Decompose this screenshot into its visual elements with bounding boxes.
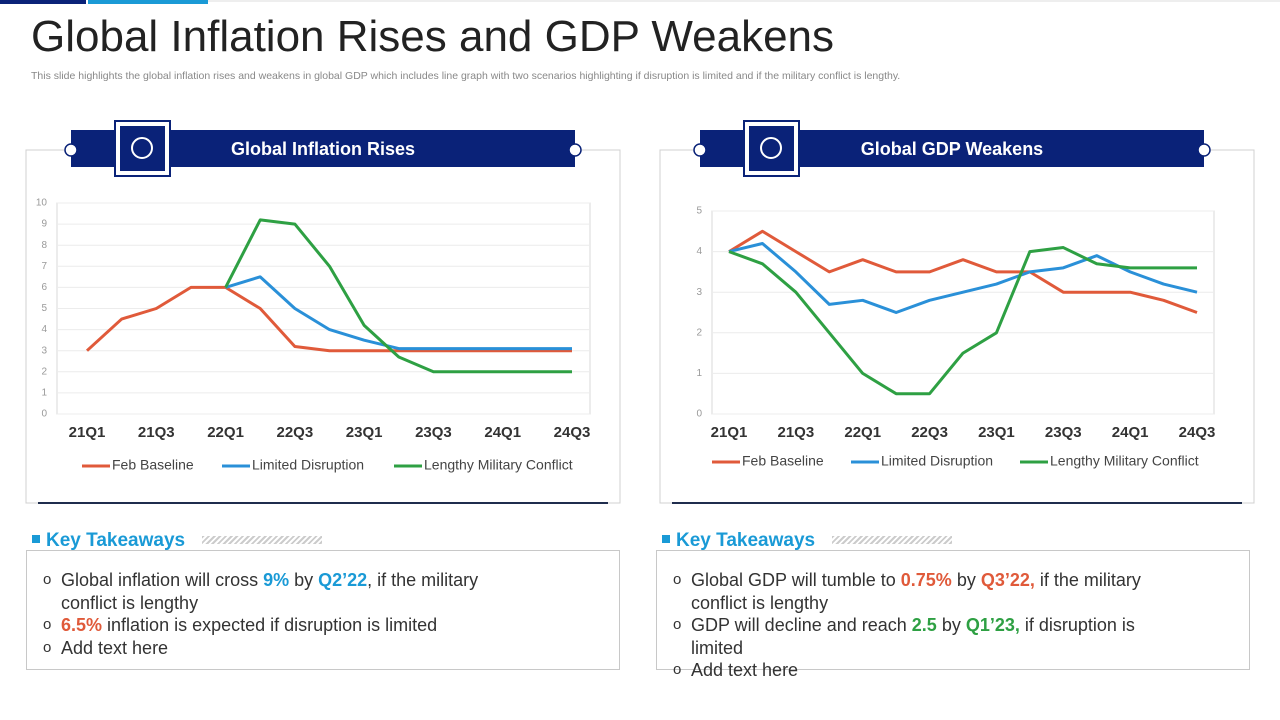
legend-label: Feb Baseline xyxy=(112,457,194,473)
y-tick-label: 3 xyxy=(41,345,47,356)
takeaways-heading: Key Takeaways xyxy=(676,530,816,551)
x-tick-label: 24Q3 xyxy=(554,424,591,441)
x-tick-label: 23Q3 xyxy=(1045,424,1082,441)
panel xyxy=(659,149,1255,504)
slide-subtitle: This slide highlights the global inflati… xyxy=(31,70,901,82)
banner-dot xyxy=(64,143,78,157)
legend-label: Lengthy Military Conflict xyxy=(424,457,573,473)
legend-label: Limited Disruption xyxy=(881,453,993,469)
takeaway-text: 6.5% xyxy=(61,615,103,635)
x-tick-label: 23Q1 xyxy=(978,424,1015,441)
y-tick-label: 0 xyxy=(41,409,47,420)
top-bar xyxy=(88,0,208,4)
y-tick-label: 8 xyxy=(41,240,47,251)
icon xyxy=(749,126,794,171)
takeaway-item: GDP will decline and reach 2.5 by Q1’23,… xyxy=(673,614,1151,659)
takeaway-item: 6.5% inflation is expected if disruption… xyxy=(43,614,521,637)
x-tick-label: 23Q1 xyxy=(346,424,383,441)
icon xyxy=(120,126,165,171)
series-line xyxy=(85,285,572,353)
takeaway-text: inflation is expected if disruption is l… xyxy=(102,615,438,635)
takeaway-text: by xyxy=(936,615,966,635)
takeaway-text: Q1’23, xyxy=(965,615,1020,635)
takeaways-box: Global inflation will cross 9% by Q2’22,… xyxy=(26,550,620,670)
y-tick-label: 3 xyxy=(696,287,702,298)
y-tick-label: 10 xyxy=(36,198,48,209)
heading-hatch xyxy=(832,536,952,544)
y-tick-label: 4 xyxy=(696,246,702,257)
top-bar xyxy=(0,0,86,4)
takeaway-text: by xyxy=(289,570,319,590)
series-line xyxy=(728,229,1198,314)
series-line xyxy=(224,218,572,374)
x-tick-label: 24Q3 xyxy=(1179,424,1216,441)
x-tick-label: 24Q1 xyxy=(484,424,521,441)
y-tick-label: 6 xyxy=(41,282,47,293)
y-tick-label: 2 xyxy=(696,327,702,338)
icon-glyph xyxy=(760,137,782,159)
takeaway-text: by xyxy=(951,570,981,590)
banner-title: Global GDP Weakens xyxy=(861,139,1043,159)
y-tick-label: 9 xyxy=(41,219,47,230)
x-tick-label: 22Q1 xyxy=(207,424,244,441)
takeaways: Key Takeaways Global inflation will cross… xyxy=(26,530,620,670)
takeaways-list: Global GDP will tumble to 0.75% by Q3’22… xyxy=(657,569,1151,682)
series-line xyxy=(225,275,572,351)
x-tick-label: 21Q3 xyxy=(138,424,175,441)
legend-label: Lengthy Military Conflict xyxy=(1050,453,1199,469)
banner-dot xyxy=(1197,143,1211,157)
y-tick-label: 1 xyxy=(696,368,702,379)
y-tick-label: 5 xyxy=(41,303,47,314)
legend-label: Limited Disruption xyxy=(252,457,364,473)
heading-hatch xyxy=(202,536,322,544)
takeaway-item: Add text here xyxy=(43,637,521,660)
takeaways-list: Global inflation will cross 9% by Q2’22,… xyxy=(27,569,521,659)
banner-dot xyxy=(568,143,582,157)
takeaway-text: Q2’22 xyxy=(318,570,368,590)
slide-title: Global Inflation Rises and GDP Weakens xyxy=(31,12,835,61)
y-tick-label: 5 xyxy=(696,206,702,217)
takeaway-text: Q3’22, xyxy=(980,570,1035,590)
takeaway-text: 2.5 xyxy=(911,615,937,635)
y-tick-label: 4 xyxy=(41,324,47,335)
takeaway-text: Global inflation will cross xyxy=(61,570,264,590)
heading-square xyxy=(32,535,40,543)
heading-square xyxy=(662,535,670,543)
takeaway-text: if the military conflict is lengthy xyxy=(691,570,1141,613)
takeaway-text: 9% xyxy=(263,570,290,590)
x-tick-label: 21Q1 xyxy=(711,424,748,441)
takeaway-item: Global inflation will cross 9% by Q2’22,… xyxy=(43,569,521,614)
takeaway-item: Add text here xyxy=(673,659,1151,682)
x-tick-label: 22Q3 xyxy=(277,424,314,441)
x-tick-label: 24Q1 xyxy=(1112,424,1149,441)
takeaways-box: Global GDP will tumble to 0.75% by Q3’22… xyxy=(656,550,1250,681)
takeaways: Key Takeaways Global GDP will tumble to 0… xyxy=(656,530,1250,681)
takeaway-text: Global GDP will tumble to xyxy=(691,570,901,590)
x-tick-label: 22Q3 xyxy=(911,424,948,441)
y-tick-label: 0 xyxy=(696,409,702,420)
y-tick-label: 7 xyxy=(41,261,47,272)
y-tick-label: 2 xyxy=(41,366,47,377)
icon-glyph xyxy=(131,137,153,159)
takeaway-text: , if the military conflict is lengthy xyxy=(61,570,479,613)
takeaway-text: GDP will decline and reach xyxy=(691,615,912,635)
legend-label: Feb Baseline xyxy=(742,453,824,469)
takeaway-text: Add text here xyxy=(691,660,799,680)
banner-dot xyxy=(693,143,707,157)
takeaway-item: Global GDP will tumble to 0.75% by Q3’22… xyxy=(673,569,1151,614)
x-tick-label: 21Q3 xyxy=(778,424,815,441)
takeaway-text: Add text here xyxy=(61,637,169,658)
y-tick-label: 1 xyxy=(41,388,47,399)
takeaways-heading: Key Takeaways xyxy=(46,530,186,551)
banner-title: Global Inflation Rises xyxy=(231,139,415,159)
x-tick-label: 23Q3 xyxy=(415,424,452,441)
series-line xyxy=(728,246,1197,396)
takeaway-text: 0.75% xyxy=(900,570,952,590)
x-tick-label: 21Q1 xyxy=(69,424,106,441)
x-tick-label: 22Q1 xyxy=(844,424,881,441)
takeaway-text: if disruption is limited xyxy=(691,615,1135,658)
